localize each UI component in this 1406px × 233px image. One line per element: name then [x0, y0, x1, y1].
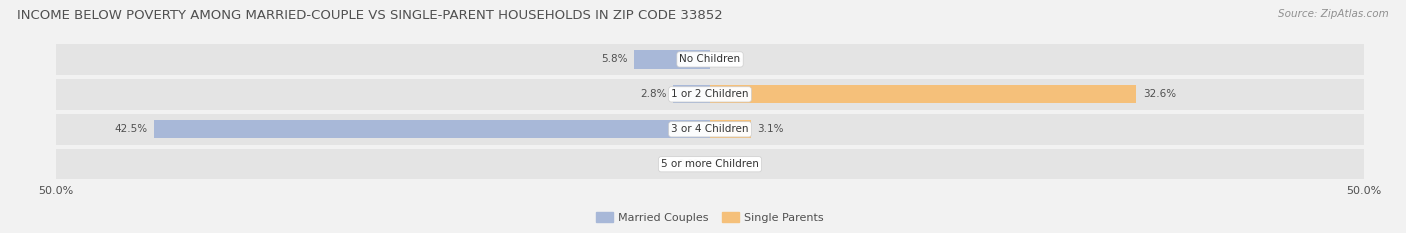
Text: INCOME BELOW POVERTY AMONG MARRIED-COUPLE VS SINGLE-PARENT HOUSEHOLDS IN ZIP COD: INCOME BELOW POVERTY AMONG MARRIED-COUPL…	[17, 9, 723, 22]
Bar	[56, 114, 1364, 144]
Text: 0.0%: 0.0%	[717, 55, 742, 64]
Bar	[56, 79, 1364, 110]
Text: 0.0%: 0.0%	[678, 159, 703, 169]
Bar	[710, 120, 751, 138]
Text: 32.6%: 32.6%	[1143, 89, 1175, 99]
Text: 3.1%: 3.1%	[756, 124, 783, 134]
Text: 2.8%: 2.8%	[640, 89, 666, 99]
Bar	[56, 149, 1364, 179]
Bar	[155, 120, 710, 138]
Bar	[710, 85, 1136, 103]
Text: 3 or 4 Children: 3 or 4 Children	[671, 124, 749, 134]
Legend: Married Couples, Single Parents: Married Couples, Single Parents	[596, 212, 824, 223]
Text: 42.5%: 42.5%	[115, 124, 148, 134]
Text: Source: ZipAtlas.com: Source: ZipAtlas.com	[1278, 9, 1389, 19]
Text: 5 or more Children: 5 or more Children	[661, 159, 759, 169]
Text: 0.0%: 0.0%	[717, 159, 742, 169]
Bar	[56, 44, 1364, 75]
Text: No Children: No Children	[679, 55, 741, 64]
Bar	[634, 50, 710, 69]
Text: 5.8%: 5.8%	[602, 55, 627, 64]
Text: 1 or 2 Children: 1 or 2 Children	[671, 89, 749, 99]
Bar	[673, 85, 710, 103]
